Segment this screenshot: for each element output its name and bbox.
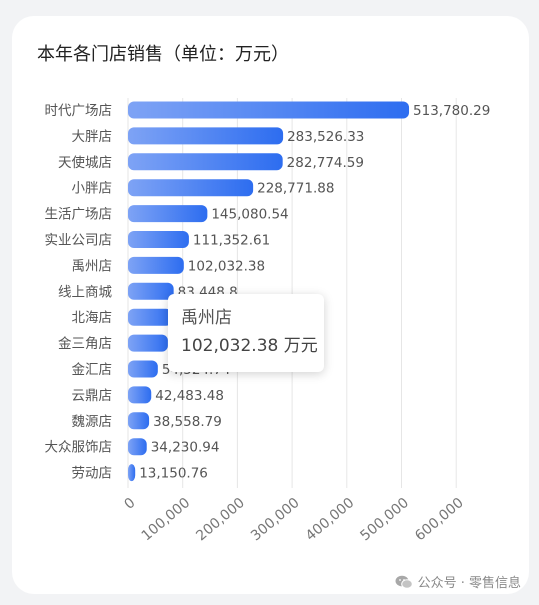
chart-title: 本年各门店销售（单位：万元） [37,44,289,65]
bar[interactable] [128,438,147,456]
tooltip-sales-value: 102,032.38 万元 [181,336,318,356]
value-label: 283,526.33 [287,129,364,145]
bar[interactable] [128,360,158,378]
bar[interactable] [128,127,284,145]
value-label: 513,780.29 [413,103,490,119]
x-tick-label: 500,000 [357,495,412,544]
category-label: 时代广场店 [45,103,113,119]
value-label: 13,150.76 [139,466,208,482]
x-tick-label: 200,000 [193,495,248,544]
category-label: 北海店 [72,310,113,326]
bar[interactable] [128,334,168,352]
watermark-text: 公众号 · 零售信息 [417,576,521,591]
category-label: 大胖店 [72,129,113,145]
x-tick-label: 100,000 [139,495,194,544]
bar[interactable] [128,256,184,274]
wechat-icon [395,575,413,589]
bar[interactable] [128,101,410,119]
value-label: 145,080.54 [211,207,288,223]
bar[interactable] [128,412,150,430]
x-tick-label: 300,000 [248,495,303,544]
bar[interactable] [128,308,172,326]
category-label: 金三角店 [58,336,112,352]
tooltip: 禹州店 102,032.38 万元 [168,294,324,372]
bar[interactable] [128,386,152,404]
x-tick-label: 0 [121,495,138,513]
watermark: 公众号 · 零售信息 [395,572,521,591]
category-label: 魏源店 [72,414,113,430]
bar[interactable] [128,179,254,197]
bar[interactable] [128,282,174,300]
category-label: 线上商城 [58,284,112,300]
x-tick-label: 400,000 [303,495,358,544]
category-label: 大众服饰店 [45,440,113,456]
bar[interactable] [128,464,136,482]
value-label: 102,032.38 [188,258,265,274]
value-label: 228,771.88 [257,181,334,197]
value-label: 282,774.59 [287,155,364,171]
bar[interactable] [128,231,189,248]
category-label: 禹州店 [72,258,113,274]
bar[interactable] [128,205,208,223]
category-label: 天使城店 [58,154,112,171]
category-label: 生活广场店 [45,207,113,223]
value-label: 38,558.79 [153,414,222,430]
category-label: 劳动店 [72,466,113,482]
bar[interactable] [128,153,283,171]
value-label: 42,483.48 [155,388,224,404]
value-label: 34,230.94 [151,440,220,456]
x-tick-label: 600,000 [412,495,467,544]
category-label: 金汇店 [72,362,113,378]
tooltip-store-name: 禹州店 [181,308,232,328]
category-label: 实业公司店 [45,233,113,249]
category-label: 云鼎店 [72,388,113,404]
value-label: 111,352.61 [193,233,270,249]
category-label: 小胖店 [72,181,113,197]
